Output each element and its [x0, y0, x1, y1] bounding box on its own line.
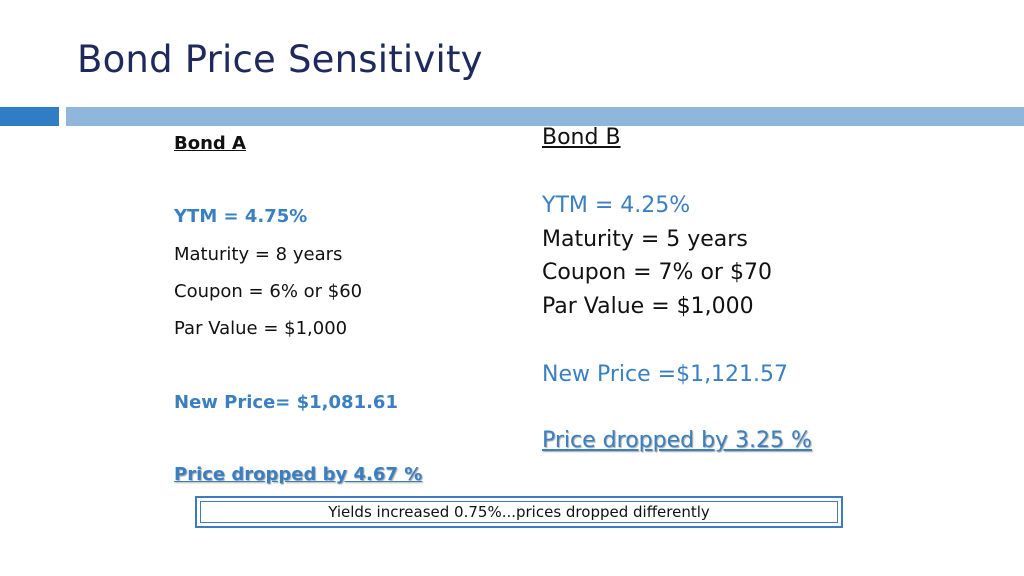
bond-a-coupon: Coupon = 6% or $60 [174, 281, 363, 302]
bond-b-heading: Bond B [542, 125, 621, 150]
bond-b-coupon: Coupon = 7% or $70 [542, 260, 772, 285]
bond-a-column: Bond A YTM = 4.75% Maturity = 8 years Co… [174, 0, 504, 576]
bond-a-ytm: YTM = 4.75% [174, 206, 308, 227]
bond-b-par-value: Par Value = $1,000 [542, 294, 754, 319]
bond-b-maturity: Maturity = 5 years [542, 227, 748, 252]
bond-a-maturity: Maturity = 8 years [174, 244, 343, 265]
header-rule-accent [0, 107, 59, 126]
bond-a-par-value: Par Value = $1,000 [174, 318, 348, 339]
bond-a-new-price: New Price= $1,081.61 [174, 392, 398, 413]
summary-callout: Yields increased 0.75%...prices dropped … [195, 496, 843, 528]
summary-callout-text: Yields increased 0.75%...prices dropped … [200, 501, 838, 523]
bond-a-price-change: Price dropped by 4.67 % [174, 464, 423, 485]
bond-b-new-price: New Price =$1,121.57 [542, 362, 789, 387]
slide-title: Bond Price Sensitivity [77, 38, 483, 81]
header-rule [66, 107, 1024, 126]
bond-b-ytm: YTM = 4.25% [542, 193, 691, 218]
bond-b-column: Bond B YTM = 4.25% Maturity = 5 years Co… [542, 0, 942, 576]
bond-a-heading: Bond A [174, 133, 246, 154]
bond-b-price-change: Price dropped by 3.25 % [542, 428, 812, 453]
